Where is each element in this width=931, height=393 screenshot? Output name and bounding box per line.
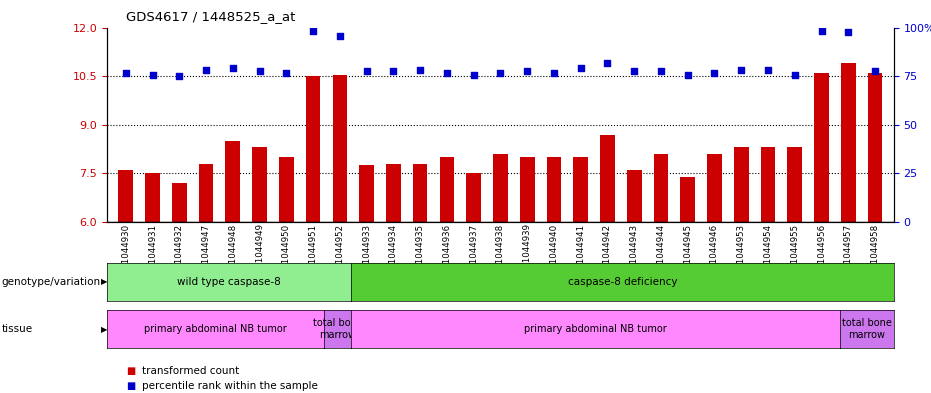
Bar — [734, 147, 749, 222]
Point — [734, 66, 749, 73]
Text: transformed count: transformed count — [142, 366, 238, 376]
Point — [841, 29, 856, 35]
Bar — [654, 154, 668, 222]
Bar — [359, 165, 374, 222]
Point — [412, 66, 427, 73]
Text: ■: ■ — [126, 366, 135, 376]
Point — [761, 66, 776, 73]
Point — [466, 72, 481, 78]
Text: tissue: tissue — [2, 324, 33, 334]
Point — [788, 72, 803, 78]
Point — [225, 65, 240, 71]
Point — [868, 68, 883, 74]
Text: ▶: ▶ — [101, 325, 107, 334]
Bar — [118, 170, 133, 222]
Bar — [145, 173, 160, 222]
Point — [252, 68, 267, 74]
Text: primary abdominal NB tumor: primary abdominal NB tumor — [144, 324, 287, 334]
Bar — [546, 157, 561, 222]
Text: ▶: ▶ — [101, 277, 107, 286]
Bar — [172, 183, 187, 222]
Bar — [814, 73, 829, 222]
Point — [681, 72, 695, 78]
Text: total bone
marrow: total bone marrow — [842, 318, 892, 340]
Point — [707, 70, 722, 76]
Point — [573, 65, 588, 71]
Text: percentile rank within the sample: percentile rank within the sample — [142, 381, 317, 391]
Point — [332, 33, 347, 39]
Point — [654, 68, 668, 74]
Bar — [225, 141, 240, 222]
Point — [493, 70, 508, 76]
Text: genotype/variation: genotype/variation — [2, 277, 101, 287]
Point — [145, 72, 160, 78]
Text: caspase-8 deficiency: caspase-8 deficiency — [568, 277, 677, 287]
Text: total bone
marrow: total bone marrow — [313, 318, 362, 340]
Bar — [519, 157, 534, 222]
Bar — [279, 157, 293, 222]
Point — [627, 68, 641, 74]
Point — [279, 70, 294, 76]
Bar — [198, 164, 213, 222]
Bar — [493, 154, 507, 222]
Point — [600, 60, 614, 66]
Bar — [708, 154, 722, 222]
Bar — [681, 177, 695, 222]
Bar — [868, 73, 883, 222]
Text: GDS4617 / 1448525_a_at: GDS4617 / 1448525_a_at — [126, 10, 295, 23]
Bar — [788, 147, 803, 222]
Bar — [439, 157, 454, 222]
Bar — [386, 164, 400, 222]
Bar — [573, 157, 588, 222]
Bar — [305, 76, 320, 222]
Text: primary abdominal NB tumor: primary abdominal NB tumor — [524, 324, 667, 334]
Point — [172, 73, 187, 79]
Bar — [332, 75, 347, 222]
Bar — [466, 173, 481, 222]
Bar — [412, 164, 427, 222]
Bar — [761, 147, 776, 222]
Text: ■: ■ — [126, 381, 135, 391]
Point — [546, 70, 561, 76]
Point — [439, 70, 454, 76]
Bar — [627, 170, 641, 222]
Point — [814, 28, 829, 34]
Point — [386, 68, 401, 74]
Bar — [600, 134, 614, 222]
Point — [118, 70, 133, 76]
Point — [198, 66, 213, 73]
Text: wild type caspase-8: wild type caspase-8 — [177, 277, 281, 287]
Bar — [841, 63, 856, 222]
Point — [519, 68, 534, 74]
Point — [305, 28, 320, 34]
Point — [359, 68, 374, 74]
Bar — [252, 147, 267, 222]
